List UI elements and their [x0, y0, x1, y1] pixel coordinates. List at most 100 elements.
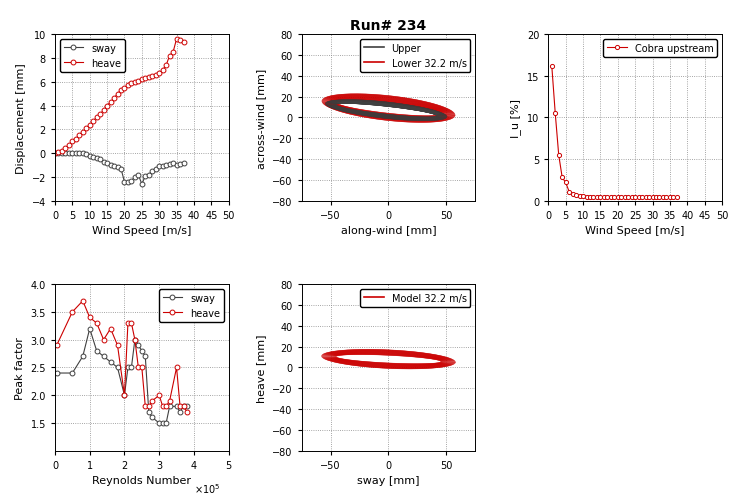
- sway: [61, 150, 70, 156]
- Line: sway: sway: [53, 151, 186, 187]
- sway: [92, 156, 101, 162]
- sway: [51, 151, 59, 157]
- heave: [89, 119, 97, 125]
- Cobra upstream: [561, 180, 570, 186]
- Legend: sway, heave: sway, heave: [60, 40, 125, 73]
- heave: [85, 122, 94, 128]
- heave: [134, 78, 143, 84]
- heave: [82, 126, 91, 132]
- heave: [85, 315, 94, 321]
- sway: [57, 151, 66, 157]
- Text: $\times 10^5$: $\times 10^5$: [194, 481, 220, 494]
- Line: Cobra upstream: Cobra upstream: [550, 65, 679, 200]
- heave: [113, 92, 122, 98]
- sway: [85, 153, 94, 159]
- Line: sway: sway: [54, 327, 189, 426]
- sway: [151, 166, 160, 172]
- heave: [110, 96, 119, 102]
- Cobra upstream: [669, 195, 678, 201]
- Cobra upstream: [606, 194, 615, 200]
- sway: [71, 150, 80, 156]
- heave: [68, 139, 77, 145]
- X-axis label: Reynolds Number: Reynolds Number: [92, 475, 191, 485]
- Y-axis label: Displacement [mm]: Displacement [mm]: [16, 63, 26, 173]
- heave: [158, 68, 167, 74]
- sway: [117, 166, 125, 172]
- sway: [127, 365, 136, 371]
- heave: [68, 309, 77, 315]
- Cobra upstream: [582, 194, 591, 200]
- sway: [89, 154, 97, 160]
- heave: [155, 392, 163, 398]
- Cobra upstream: [620, 194, 629, 200]
- X-axis label: sway [mm]: sway [mm]: [357, 475, 420, 485]
- Cobra upstream: [666, 195, 674, 201]
- Legend: Upper, Lower 32.2 m/s: Upper, Lower 32.2 m/s: [361, 40, 471, 73]
- sway: [52, 370, 61, 376]
- Cobra upstream: [634, 194, 643, 200]
- X-axis label: along-wind [mm]: along-wind [mm]: [341, 226, 436, 236]
- heave: [113, 343, 122, 349]
- heave: [75, 133, 84, 139]
- Cobra upstream: [614, 194, 622, 200]
- sway: [148, 415, 157, 421]
- sway: [68, 150, 77, 156]
- heave: [54, 150, 63, 156]
- sway: [82, 152, 91, 158]
- Legend: Model 32.2 m/s: Model 32.2 m/s: [361, 290, 471, 307]
- Cobra upstream: [631, 194, 640, 200]
- sway: [92, 348, 101, 354]
- Cobra upstream: [617, 194, 626, 200]
- sway: [137, 348, 146, 354]
- sway: [54, 151, 63, 157]
- Cobra upstream: [589, 195, 598, 201]
- Y-axis label: Peak factor: Peak factor: [15, 336, 25, 399]
- heave: [144, 75, 153, 81]
- heave: [106, 100, 115, 106]
- heave: [57, 148, 66, 154]
- sway: [96, 157, 105, 163]
- heave: [148, 74, 157, 80]
- heave: [134, 365, 143, 371]
- heave: [165, 54, 174, 60]
- Cobra upstream: [652, 195, 660, 201]
- sway: [134, 343, 143, 349]
- sway: [75, 150, 84, 156]
- Cobra upstream: [641, 195, 650, 201]
- Cobra upstream: [624, 194, 633, 200]
- sway: [137, 182, 146, 188]
- sway: [120, 392, 129, 398]
- Y-axis label: I_u [%]: I_u [%]: [510, 99, 521, 138]
- Cobra upstream: [662, 195, 671, 201]
- heave: [78, 298, 87, 304]
- Cobra upstream: [592, 195, 601, 201]
- sway: [179, 160, 188, 166]
- sway: [158, 420, 167, 426]
- sway: [99, 159, 108, 165]
- heave: [165, 398, 174, 404]
- Cobra upstream: [627, 194, 636, 200]
- sway: [141, 354, 150, 360]
- heave: [78, 129, 87, 135]
- heave: [124, 320, 133, 326]
- heave: [71, 137, 80, 143]
- heave: [120, 392, 129, 398]
- Line: heave: heave: [53, 38, 186, 156]
- sway: [120, 179, 129, 185]
- heave: [155, 71, 163, 77]
- heave: [124, 83, 133, 89]
- sway: [78, 151, 87, 157]
- sway: [183, 403, 191, 409]
- sway: [179, 403, 188, 409]
- sway: [113, 365, 122, 371]
- Cobra upstream: [655, 195, 664, 201]
- sway: [106, 163, 115, 169]
- sway: [176, 161, 185, 167]
- heave: [99, 337, 108, 343]
- Cobra upstream: [554, 153, 563, 159]
- heave: [137, 365, 146, 371]
- sway: [110, 164, 119, 170]
- heave: [179, 403, 188, 409]
- heave: [176, 38, 185, 44]
- heave: [120, 86, 129, 92]
